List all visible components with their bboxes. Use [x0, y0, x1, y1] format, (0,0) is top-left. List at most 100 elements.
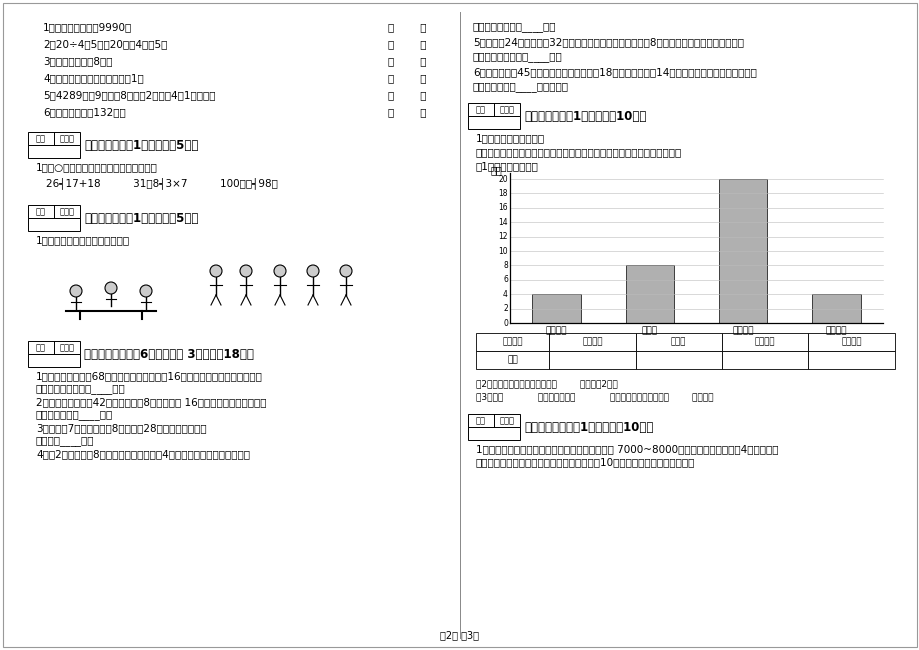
Text: 0: 0 — [503, 318, 507, 328]
Text: 6、小红的身高是132米。: 6、小红的身高是132米。 — [43, 107, 126, 117]
Bar — [808, 333, 893, 351]
Bar — [28, 218, 80, 231]
Bar — [28, 354, 80, 367]
Text: 4、有2笱水，每笱8瓶，把这些水平均分绔4个同学，每个同学能分几瓶？: 4、有2笱水，每笱8瓶，把这些水平均分绔4个同学，每个同学能分几瓶？ — [36, 449, 250, 459]
Text: 12: 12 — [498, 232, 507, 241]
Bar — [718, 179, 766, 323]
Text: 评卷人: 评卷人 — [499, 105, 514, 114]
Text: 1、在○里填上「＞」、「＜」或「＝」。: 1、在○里填上「＞」、「＜」或「＝」。 — [36, 162, 158, 172]
Text: 1、看统计图解决问题。: 1、看统计图解决问题。 — [475, 133, 545, 143]
Text: 2、一辆空调车上有42人，中途下车8人，又上来 16人，现在车上有多少人？: 2、一辆空调车上有42人，中途下车8人，又上来 16人，现在车上有多少人？ — [36, 397, 267, 407]
Text: 水上乐园: 水上乐园 — [754, 337, 775, 346]
Text: 2、20÷4＝5读作20除以4等于5。: 2、20÷4＝5读作20除以4等于5。 — [43, 39, 167, 49]
Text: 5、地里有24个白萨卜，32个红萨卜，把这些萨卜平均分绔8只小兔，平均每只小兔分几个？: 5、地里有24个白萨卜，32个红萨卜，把这些萨卜平均分绔8只小兔，平均每只小兔分… — [472, 37, 743, 47]
Text: （2）、二（一班）一共有学生（        ）人，（2分）: （2）、二（一班）一共有学生（ ）人，（2分） — [475, 379, 617, 388]
Text: 答：平均每只小兔分____个。: 答：平均每只小兔分____个。 — [472, 52, 562, 62]
Bar — [28, 205, 80, 218]
Bar — [468, 116, 519, 129]
Text: 20: 20 — [498, 174, 507, 183]
Text: 百万葵园: 百万葵园 — [824, 326, 846, 335]
Text: 3、商店有7盒鈢笔，每盒8支，卖了28支，还剩多少支？: 3、商店有7盒鈢笔，每盒8支，卖了28支，还剩多少支？ — [36, 423, 207, 433]
Bar — [28, 341, 80, 354]
Text: 动物园: 动物园 — [670, 337, 686, 346]
Text: 世界之窗: 世界之窗 — [545, 326, 567, 335]
Circle shape — [340, 265, 352, 277]
Text: 第2页 共3页: 第2页 共3页 — [440, 630, 479, 640]
Text: 答：每个同学能分____瓶。: 答：每个同学能分____瓶。 — [472, 22, 556, 32]
Text: 6、商店原来有45顶游泳帽，一天上午卖出18顶，中午又购进14顶，现在商店有多少顶游泳帽？: 6、商店原来有45顶游泳帽，一天上午卖出18顶，中午又购进14顶，现在商店有多少… — [472, 67, 756, 77]
Circle shape — [240, 265, 252, 277]
Text: 得分: 得分 — [36, 343, 46, 352]
Text: 16: 16 — [498, 203, 507, 213]
Text: 14: 14 — [498, 218, 507, 227]
Text: 十一、附加题（共1大题，共计10分）: 十一、附加题（共1大题，共计10分） — [524, 421, 652, 434]
Bar — [721, 333, 808, 351]
Text: 答：二年级共有学生____人。: 答：二年级共有学生____人。 — [36, 384, 126, 394]
Text: 人数: 人数 — [506, 356, 517, 365]
Text: 5、4289是、9个千，8个百，2个十和4个1组成的。: 5、4289是、9个千，8个百，2个十和4个1组成的。 — [43, 90, 215, 100]
Text: 6: 6 — [503, 276, 507, 284]
Text: 水上乐园: 水上乐园 — [732, 326, 753, 335]
Text: 得分: 得分 — [475, 416, 485, 425]
Text: （3）、（            ）人数最多，（            ）人数最少，两个相差（        ）人？。: （3）、（ ）人数最多，（ ）人数最少，两个相差（ ）人？。 — [475, 392, 713, 401]
Bar — [635, 333, 721, 351]
Bar — [468, 427, 519, 440]
Bar — [549, 351, 635, 369]
Circle shape — [274, 265, 286, 277]
Text: 动物园: 动物园 — [641, 326, 657, 335]
Text: 数字与个位上的数字相同，这两个数字的和是10，这个四位数的密码是多少？: 数字与个位上的数字相同，这两个数字的和是10，这个四位数的密码是多少？ — [475, 457, 695, 467]
Bar — [808, 351, 893, 369]
Text: 得分: 得分 — [36, 207, 46, 216]
Text: （        ）: （ ） — [388, 73, 426, 83]
Text: 18: 18 — [498, 189, 507, 198]
Bar — [625, 265, 674, 323]
Text: （        ）: （ ） — [388, 107, 426, 117]
Text: 4、两个同样大的数相除，商是1。: 4、两个同样大的数相除，商是1。 — [43, 73, 143, 83]
Text: 1、二年级有男学生68人，女学生比男学生少16人，二年级共有学生多少人？: 1、二年级有男学生68人，女学生比男学生少16人，二年级共有学生多少人？ — [36, 371, 263, 381]
Text: 答：还剩____支。: 答：还剩____支。 — [36, 436, 95, 446]
Bar — [475, 351, 549, 369]
Text: 8: 8 — [503, 261, 507, 270]
Circle shape — [210, 265, 221, 277]
Bar — [532, 294, 580, 323]
Text: （人: （人 — [490, 165, 502, 175]
Bar — [475, 333, 549, 351]
Text: （        ）: （ ） — [388, 56, 426, 66]
Text: 得分: 得分 — [475, 105, 485, 114]
Text: 1、一个保险筱的密码是一个四位数，它的大小在 7000~8000之间，百位上的数字是4，十位上的: 1、一个保险筱的密码是一个四位数，它的大小在 7000~8000之间，百位上的数… — [475, 444, 777, 454]
Text: 评卷人: 评卷人 — [60, 343, 74, 352]
Text: 答：现在车上有____人。: 答：现在车上有____人。 — [36, 410, 113, 420]
Text: 答：现在商店有____顶游泳帽。: 答：现在商店有____顶游泳帽。 — [472, 82, 568, 92]
Bar — [549, 333, 635, 351]
Text: 得分: 得分 — [36, 134, 46, 143]
Text: （        ）: （ ） — [388, 90, 426, 100]
Text: 世界之窗: 世界之窗 — [582, 337, 602, 346]
Text: 八、解决问题（共6小题，每题 3分，共计18分）: 八、解决问题（共6小题，每题 3分，共计18分） — [84, 348, 254, 361]
Text: 3、课桂的高度是8米。: 3、课桂的高度是8米。 — [43, 56, 112, 66]
Text: 1、他们看到的是什么？连一连。: 1、他们看到的是什么？连一连。 — [36, 235, 130, 245]
Bar — [468, 103, 519, 116]
Text: 评卷人: 评卷人 — [60, 134, 74, 143]
Text: （1）、完成统计表。: （1）、完成统计表。 — [475, 161, 539, 171]
Text: 评卷人: 评卷人 — [499, 416, 514, 425]
Bar — [468, 414, 519, 427]
Bar — [635, 351, 721, 369]
Text: 10: 10 — [498, 246, 507, 255]
Circle shape — [307, 265, 319, 277]
Text: 百万葵园: 百万葵园 — [840, 337, 861, 346]
Text: 1、最大的四位数是9990。: 1、最大的四位数是9990。 — [43, 22, 132, 32]
Bar — [28, 145, 80, 158]
Bar — [811, 294, 859, 323]
Bar — [721, 351, 808, 369]
Text: （        ）: （ ） — [388, 22, 426, 32]
Text: 26┥17+18          31－8┥3×7          100厘米┥98米: 26┥17+18 31－8┥3×7 100厘米┥98米 — [46, 177, 278, 189]
Circle shape — [70, 285, 82, 297]
Text: 十、综合题（共1大题，共计10分）: 十、综合题（共1大题，共计10分） — [524, 110, 646, 123]
Text: 2: 2 — [503, 304, 507, 313]
Circle shape — [140, 285, 152, 297]
Text: （        ）: （ ） — [388, 39, 426, 49]
Text: 六、比一比（共1大题，共计5分）: 六、比一比（共1大题，共计5分） — [84, 139, 199, 152]
Text: 评卷人: 评卷人 — [60, 207, 74, 216]
Bar — [28, 132, 80, 145]
Text: 4: 4 — [503, 290, 507, 299]
